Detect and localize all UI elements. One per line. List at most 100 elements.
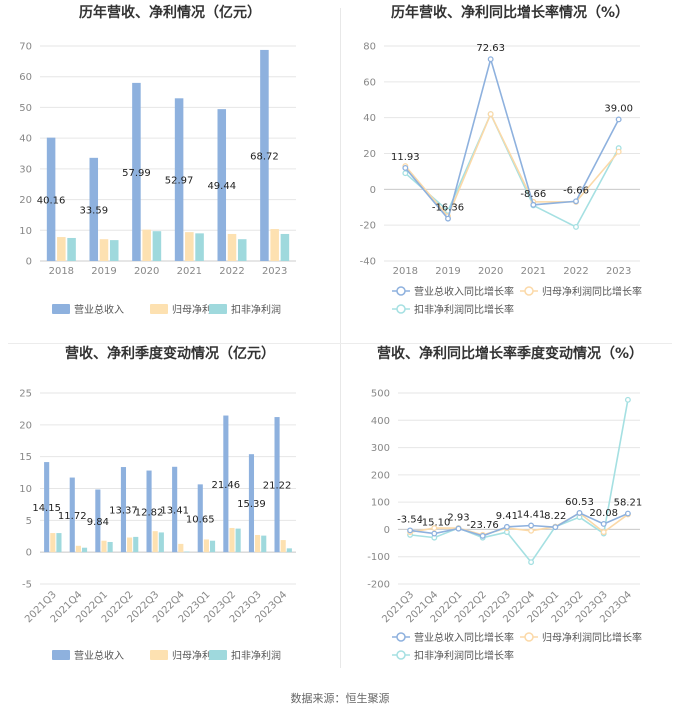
annual_line-point xyxy=(615,116,622,123)
quarter_bar-legend-swatch[interactable] xyxy=(150,650,168,660)
footer-source: 数据来源：恒生聚源 xyxy=(290,692,390,705)
annual_line-point xyxy=(615,148,622,155)
quarter_bar-bar-net-profit xyxy=(50,533,56,553)
quarter_bar-bar-revenue xyxy=(172,466,178,553)
annual_bar-title: 历年营收、净利情况（亿元） xyxy=(79,4,261,21)
quarter_bar-data-label: 14.15 xyxy=(32,503,61,514)
quarter_bar-bar-deducted xyxy=(184,551,190,553)
quarter_line-legend-marker[interactable] xyxy=(396,650,406,660)
quarter_line-ytick: -200 xyxy=(367,580,390,591)
annual_line-ytick: 20 xyxy=(363,149,376,160)
quarter_bar-bar-revenue xyxy=(223,415,229,553)
annual_line-legend-label[interactable]: 归母净利润同比增长率 xyxy=(542,285,642,298)
quarter_bar-legend-label[interactable]: 扣非净利润 xyxy=(231,649,281,662)
annual_line-xtick: 2021 xyxy=(521,266,546,277)
quarter_bar-bar-net-profit xyxy=(255,534,261,553)
quarter_line-series-line xyxy=(409,512,629,536)
annual_bar-ytick: 30 xyxy=(19,164,32,175)
quarter_bar-legend-swatch[interactable] xyxy=(209,650,227,660)
annual_bar-data-label: 49.44 xyxy=(207,181,236,192)
quarter_line-point xyxy=(431,530,438,537)
quarter_line-data-label: -23.76 xyxy=(467,520,499,531)
quarter_bar-data-label: 13.37 xyxy=(109,506,138,517)
quarter_bar-legend-swatch[interactable] xyxy=(52,650,70,660)
annual_bar-bar-deducted xyxy=(67,237,76,261)
annual_bar-data-label: 57.99 xyxy=(122,168,151,179)
quarter_line-legend-label[interactable]: 扣非净利润同比增长率 xyxy=(414,649,514,662)
annual_line-data-label: -16.36 xyxy=(432,203,464,214)
annual_line-legend-label[interactable]: 营业总收入同比增长率 xyxy=(414,285,514,298)
annual_bar-legend-swatch[interactable] xyxy=(209,304,227,314)
annual_line-point xyxy=(402,165,409,171)
quarter_line-title: 营收、净利同比增长率季度变动情况（%） xyxy=(377,345,643,362)
quarter_bar-ytick: 0 xyxy=(26,548,32,559)
quarter_bar-bar-net-profit xyxy=(280,540,286,553)
annual_bar-legend-label[interactable]: 营业总收入 xyxy=(74,303,124,316)
annual_bar-bar-revenue xyxy=(46,137,56,261)
annual_line-data-label: 72.63 xyxy=(476,43,505,54)
quarter_bar-bar-deducted xyxy=(286,548,292,553)
quarter_line-point xyxy=(624,396,631,403)
quarter_bar-ytick: 10 xyxy=(19,484,32,495)
quarter_line-data-label: 8.22 xyxy=(544,511,566,522)
annual_bar-xtick: 2022 xyxy=(219,266,244,277)
annual_line-data-label: 11.93 xyxy=(391,152,420,163)
annual_bar-legend-label[interactable]: 扣非净利润 xyxy=(231,303,281,316)
annual_line-data-label: 39.00 xyxy=(604,103,633,114)
quarter_bar-legend-label[interactable]: 营业总收入 xyxy=(74,649,124,662)
annual_bar-legend-swatch[interactable] xyxy=(52,304,70,314)
quarter_line-data-label: 20.08 xyxy=(589,508,618,519)
quarter_bar-data-label: 12.82 xyxy=(135,507,164,518)
quarter_line-ytick: 500 xyxy=(371,389,390,400)
annual_line-series-line xyxy=(404,56,620,221)
annual_bar-xtick: 2018 xyxy=(49,266,74,277)
quarter_bar-ytick: 5 xyxy=(26,516,32,527)
annual_line-xtick: 2018 xyxy=(393,266,418,277)
annual_bar-bar-net-profit xyxy=(185,232,194,261)
quarter_line-ytick: 400 xyxy=(371,416,390,427)
quarter_line-legend-label[interactable]: 营业总收入同比增长率 xyxy=(414,631,514,644)
annual_line-legend-label[interactable]: 扣非净利润同比增长率 xyxy=(414,303,514,316)
quarter_line-point xyxy=(528,559,535,566)
quarter_line-point xyxy=(479,532,486,539)
quarter_line-ytick: 300 xyxy=(371,443,390,454)
quarter_bar-bar-revenue xyxy=(95,489,101,553)
quarter_bar-bar-revenue xyxy=(274,417,280,553)
annual_line-xtick: 2023 xyxy=(606,266,631,277)
annual_bar-legend-swatch[interactable] xyxy=(150,304,168,314)
quarter_line-legend-marker[interactable] xyxy=(396,632,406,642)
annual_line-legend-marker[interactable] xyxy=(524,286,534,296)
quarter_bar-data-label: 11.72 xyxy=(58,511,87,522)
quarter_line-point xyxy=(431,525,438,532)
quarter_bar-ytick: -5 xyxy=(22,580,32,591)
quarter_line-data-label: 9.41 xyxy=(496,511,518,522)
annual_bar-bar-net-profit xyxy=(57,237,66,261)
annual_bar-bar-deducted xyxy=(237,239,247,261)
annual_bar-xtick: 2023 xyxy=(262,266,287,277)
quarter_line-legend-marker[interactable] xyxy=(524,632,534,642)
annual_line-legend-marker[interactable] xyxy=(396,286,406,296)
annual_line-point xyxy=(487,56,494,63)
quarter_bar-bar-revenue xyxy=(248,454,255,553)
quarter_line-point xyxy=(600,529,607,536)
quarter_line-legend-label[interactable]: 归母净利润同比增长率 xyxy=(542,631,642,644)
annual_bar-ytick: 10 xyxy=(19,226,32,237)
annual_bar-bar-deducted xyxy=(109,240,119,261)
annual_bar-bar-net-profit xyxy=(99,239,109,261)
quarter_line-point xyxy=(503,523,510,530)
annual_line-xtick: 2020 xyxy=(478,266,503,277)
quarter_bar-bar-revenue xyxy=(146,470,152,553)
annual_bar-xtick: 2020 xyxy=(134,266,159,277)
quarter_line-data-label: -3.54 xyxy=(397,514,423,525)
quarter_bar-bar-deducted xyxy=(56,533,62,553)
annual_bar-bar-revenue xyxy=(89,157,99,261)
annual_line-legend-marker[interactable] xyxy=(396,304,406,314)
annual_bar-ytick: 0 xyxy=(26,257,32,268)
quarter_bar-data-label: 9.84 xyxy=(87,517,109,528)
annual_line-ytick: 0 xyxy=(370,185,376,196)
quarter_line-series-line xyxy=(410,399,629,564)
annual_bar-bar-net-profit xyxy=(142,229,151,261)
quarter_bar-bar-revenue xyxy=(69,477,75,553)
quarter_bar-bar-net-profit xyxy=(75,545,81,553)
annual_line-xtick: 2022 xyxy=(563,266,588,277)
